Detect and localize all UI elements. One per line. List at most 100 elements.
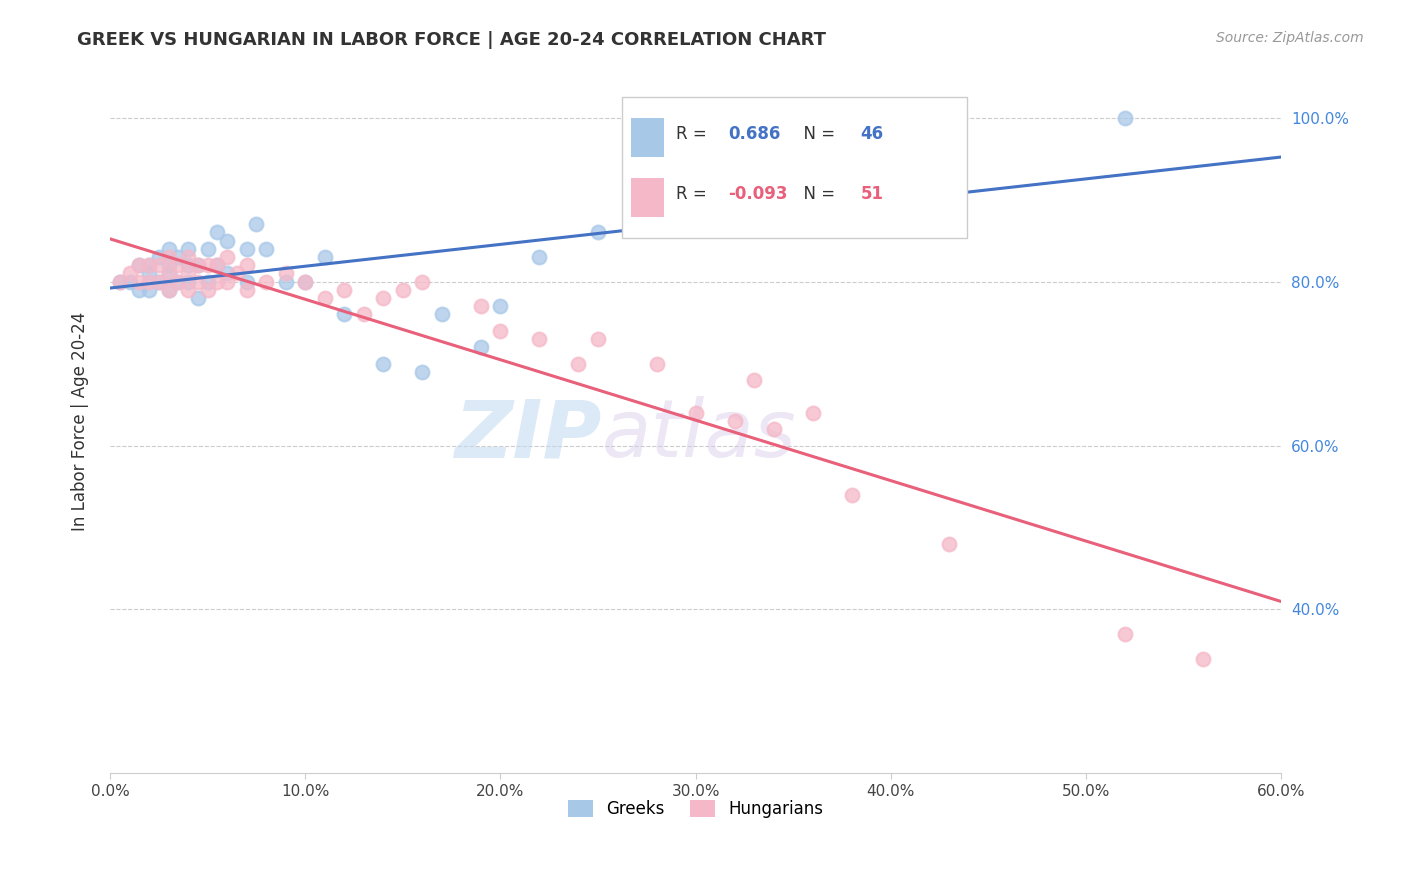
Point bbox=[157, 250, 180, 264]
Point bbox=[586, 332, 609, 346]
Point bbox=[1114, 627, 1136, 641]
Point bbox=[157, 283, 180, 297]
Text: R =: R = bbox=[676, 125, 711, 143]
Point bbox=[1114, 111, 1136, 125]
Point bbox=[207, 258, 229, 272]
Point bbox=[274, 275, 297, 289]
Point bbox=[373, 357, 395, 371]
Point bbox=[567, 357, 589, 371]
Point bbox=[245, 217, 267, 231]
Point bbox=[353, 307, 375, 321]
Point bbox=[411, 275, 433, 289]
Point bbox=[898, 119, 921, 133]
Point bbox=[333, 307, 356, 321]
Point bbox=[801, 406, 824, 420]
Point bbox=[148, 275, 170, 289]
Point bbox=[197, 275, 219, 289]
Text: GREEK VS HUNGARIAN IN LABOR FORCE | AGE 20-24 CORRELATION CHART: GREEK VS HUNGARIAN IN LABOR FORCE | AGE … bbox=[77, 31, 827, 49]
Text: atlas: atlas bbox=[602, 396, 797, 474]
Point bbox=[529, 250, 551, 264]
Point bbox=[118, 275, 141, 289]
Point bbox=[489, 324, 512, 338]
Text: 51: 51 bbox=[860, 185, 884, 203]
Point bbox=[157, 283, 180, 297]
Point bbox=[207, 275, 229, 289]
Point bbox=[314, 291, 336, 305]
Point bbox=[177, 258, 200, 272]
Legend: Greeks, Hungarians: Greeks, Hungarians bbox=[561, 794, 830, 825]
Point bbox=[177, 267, 200, 281]
Point bbox=[138, 258, 160, 272]
Point bbox=[685, 406, 707, 420]
Point bbox=[217, 250, 239, 264]
Point bbox=[1192, 651, 1215, 665]
Point bbox=[197, 283, 219, 297]
Point bbox=[157, 242, 180, 256]
Point bbox=[157, 258, 180, 272]
Point bbox=[529, 332, 551, 346]
Point bbox=[235, 242, 257, 256]
Point bbox=[167, 250, 190, 264]
Point bbox=[128, 258, 150, 272]
Text: N =: N = bbox=[793, 125, 841, 143]
Point bbox=[723, 414, 745, 428]
Point bbox=[470, 340, 492, 354]
Point bbox=[333, 283, 356, 297]
Point bbox=[148, 250, 170, 264]
Point bbox=[762, 185, 785, 199]
Point bbox=[411, 365, 433, 379]
Point bbox=[217, 275, 239, 289]
Point bbox=[197, 242, 219, 256]
Point bbox=[626, 217, 648, 231]
Point bbox=[207, 258, 229, 272]
Text: 46: 46 bbox=[860, 125, 884, 143]
Text: N =: N = bbox=[793, 185, 841, 203]
Bar bbox=[631, 118, 664, 157]
Point bbox=[254, 275, 277, 289]
Point bbox=[430, 307, 453, 321]
Point bbox=[177, 275, 200, 289]
Point bbox=[177, 242, 200, 256]
Point bbox=[938, 537, 960, 551]
Point bbox=[148, 275, 170, 289]
Point bbox=[167, 275, 190, 289]
Point bbox=[254, 242, 277, 256]
Y-axis label: In Labor Force | Age 20-24: In Labor Force | Age 20-24 bbox=[72, 311, 89, 531]
Point bbox=[167, 275, 190, 289]
Point bbox=[138, 267, 160, 281]
Point bbox=[157, 267, 180, 281]
Point bbox=[762, 422, 785, 436]
Point bbox=[187, 291, 209, 305]
Point bbox=[167, 258, 190, 272]
Point bbox=[685, 209, 707, 223]
Point bbox=[217, 267, 239, 281]
Point bbox=[294, 275, 316, 289]
Point bbox=[373, 291, 395, 305]
Bar bbox=[621, 96, 967, 237]
Point bbox=[470, 299, 492, 313]
Text: 0.686: 0.686 bbox=[728, 125, 780, 143]
Point bbox=[177, 283, 200, 297]
Point bbox=[118, 267, 141, 281]
Point bbox=[138, 275, 160, 289]
Point bbox=[217, 234, 239, 248]
Point bbox=[235, 258, 257, 272]
Point bbox=[226, 267, 249, 281]
Point bbox=[294, 275, 316, 289]
Point bbox=[128, 283, 150, 297]
Point bbox=[138, 258, 160, 272]
Point bbox=[586, 226, 609, 240]
Point bbox=[128, 258, 150, 272]
Point bbox=[157, 267, 180, 281]
Point bbox=[128, 275, 150, 289]
Point bbox=[235, 283, 257, 297]
Point bbox=[489, 299, 512, 313]
Text: R =: R = bbox=[676, 185, 711, 203]
Point bbox=[314, 250, 336, 264]
Text: -0.093: -0.093 bbox=[728, 185, 787, 203]
Point bbox=[138, 283, 160, 297]
Point bbox=[177, 250, 200, 264]
Point bbox=[645, 357, 668, 371]
Text: Source: ZipAtlas.com: Source: ZipAtlas.com bbox=[1216, 31, 1364, 45]
Point bbox=[197, 258, 219, 272]
